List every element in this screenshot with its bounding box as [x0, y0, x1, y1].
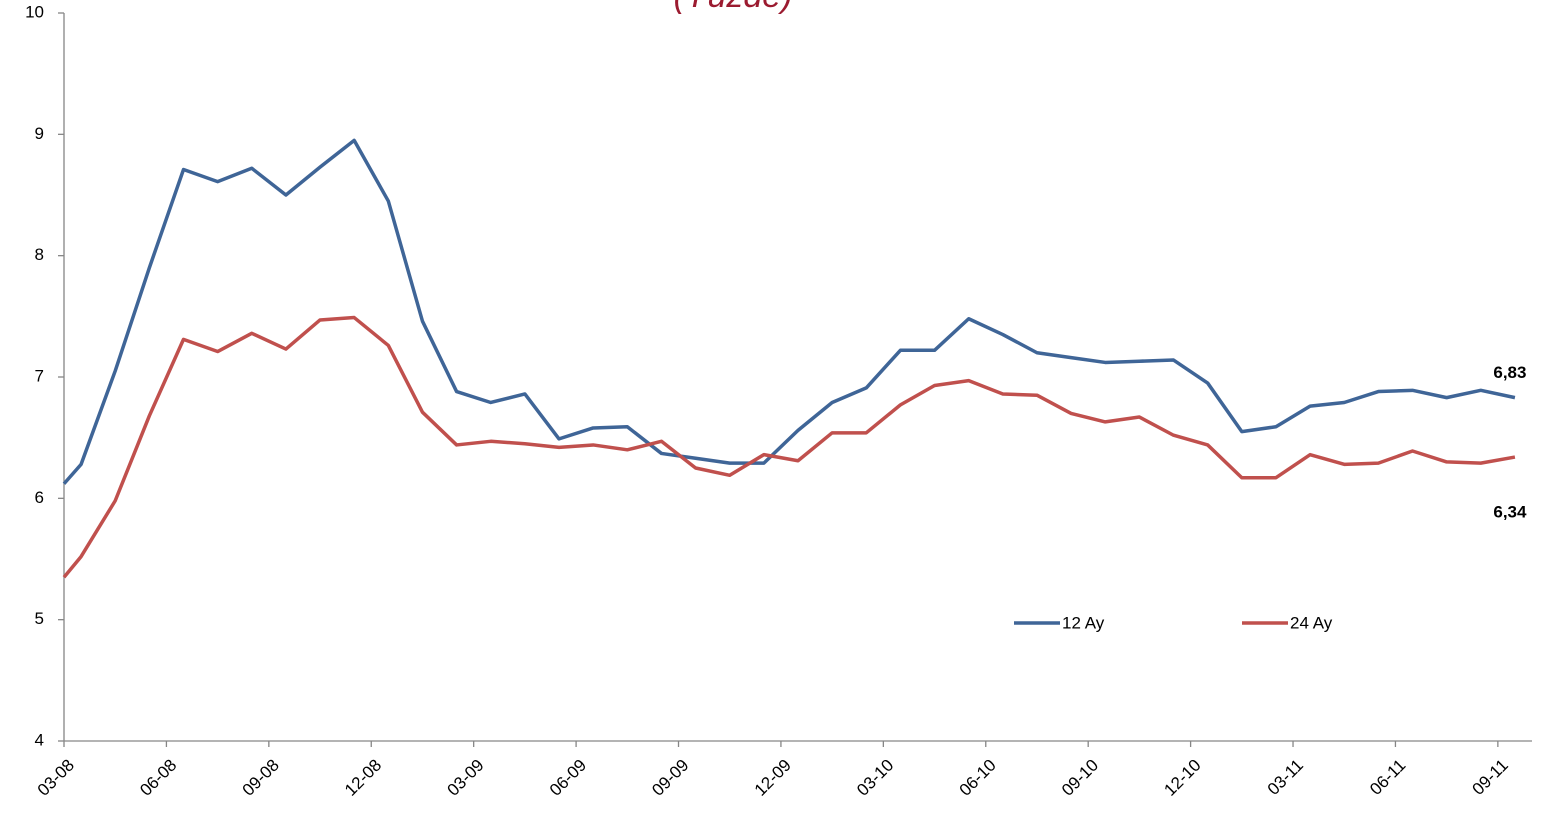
- series-line: [62, 315, 1516, 579]
- y-tick-label: 4: [35, 730, 44, 749]
- x-tick-label: 06-09: [546, 756, 590, 800]
- y-tick-label: 8: [35, 245, 44, 264]
- y-tick-label: 10: [25, 2, 44, 21]
- x-tick-label: 03-09: [443, 756, 487, 800]
- y-tick-label: 6: [35, 488, 44, 507]
- x-tick-label: 09-09: [648, 756, 692, 800]
- x-tick-label: 09-11: [1469, 756, 1512, 799]
- x-tick-label: 12-08: [341, 756, 385, 800]
- x-tick-label: 03-11: [1264, 756, 1307, 799]
- x-tick-label: 06-08: [136, 756, 180, 800]
- x-tick-label: 03-08: [34, 756, 78, 800]
- x-tick-label: 09-10: [1058, 756, 1102, 800]
- x-tick-label: 12-09: [751, 756, 795, 800]
- y-tick-label: 7: [35, 366, 44, 385]
- y-tick-label: 5: [35, 609, 44, 628]
- x-tick-label: 12-10: [1160, 756, 1204, 800]
- legend-label: 24 Ay: [1290, 613, 1333, 632]
- x-tick-label: 09-08: [239, 756, 283, 800]
- chart-subtitle: (Yüzde): [673, 0, 792, 15]
- value-label: 6,83: [1493, 363, 1526, 382]
- x-tick-label: 06-10: [956, 756, 1000, 800]
- value-label: 6,34: [1493, 503, 1527, 522]
- x-tick-label: 03-10: [853, 756, 897, 800]
- x-tick-label: 06-11: [1366, 756, 1409, 799]
- legend-label: 12 Ay: [1062, 613, 1105, 632]
- y-tick-label: 9: [35, 124, 44, 143]
- series-line: [62, 138, 1516, 485]
